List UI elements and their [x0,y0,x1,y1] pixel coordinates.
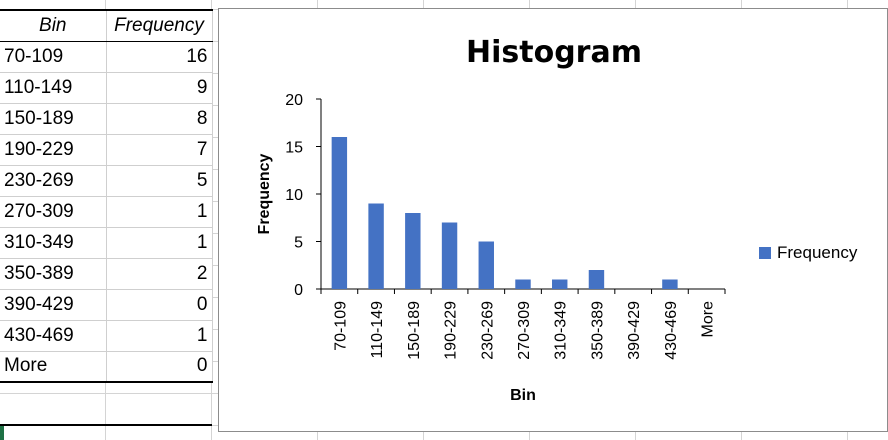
frequency-table: Bin Frequency 70-109 16 110-149 9 150-18… [0,9,213,383]
frequency-cell[interactable]: 1 [106,320,213,352]
frequency-cell[interactable]: 1 [106,227,213,259]
histogram-bar [331,137,348,289]
histogram-bar [441,222,458,289]
x-axis-title: Bin [510,387,536,404]
frequency-cell[interactable]: 1 [106,196,213,228]
histogram-bar [662,279,678,289]
table-row: 350-389 2 [0,258,213,290]
active-cell-marker [0,426,4,440]
histogram-bar [405,213,421,289]
bin-cell[interactable]: 350-389 [0,258,107,290]
y-tick-label: 15 [285,140,303,157]
x-tick-label: 390-429 [626,301,643,360]
legend-label: Frequency [777,243,858,262]
header-bin[interactable]: Bin [0,9,107,42]
histogram-bar [515,279,531,289]
table-bottom-border [0,424,212,426]
table-row: 270-309 1 [0,196,213,228]
table-row: 310-349 1 [0,227,213,259]
frequency-cell[interactable]: 5 [106,165,213,197]
frequency-cell[interactable]: 7 [106,134,213,166]
x-tick-label: 230-269 [479,301,496,360]
table-row: 110-149 9 [0,72,213,104]
frequency-cell[interactable]: 16 [106,41,213,73]
frequency-cell[interactable]: 2 [106,258,213,290]
bin-cell[interactable]: 190-229 [0,134,107,166]
chart-title: Histogram [466,35,642,70]
x-tick-label: More [700,301,717,338]
y-tick-label: 10 [285,187,303,204]
bin-cell[interactable]: 70-109 [0,41,107,73]
table-row: 230-269 5 [0,165,213,197]
table-row: 70-109 16 [0,41,213,73]
histogram-chart[interactable]: Histogram 0 5 10 15 20 70-109 110-149 150-189 19… [218,8,888,432]
bin-cell[interactable]: 270-309 [0,196,107,228]
y-tick-label: 0 [294,282,303,299]
x-tick-label: 430-469 [663,301,680,360]
table-row: More 0 [0,351,213,383]
x-tick-label: 110-149 [369,301,386,359]
bin-cell[interactable]: 310-349 [0,227,107,259]
histogram-bar [368,203,384,289]
x-tick-label: 150-189 [406,301,423,360]
y-tick-label: 20 [285,92,303,109]
bin-cell[interactable]: 230-269 [0,165,107,197]
bin-cell[interactable]: 150-189 [0,103,107,135]
header-frequency[interactable]: Frequency [106,9,213,42]
x-tick-label: 350-389 [589,301,606,360]
histogram-bar [478,241,494,289]
table-row: 150-189 8 [0,103,213,135]
histogram-bar [588,270,605,289]
bin-cell[interactable]: 110-149 [0,72,107,104]
legend-swatch [759,247,771,259]
x-tick-label: 270-309 [516,301,533,360]
frequency-cell[interactable]: 9 [106,72,213,104]
frequency-cell[interactable]: 0 [106,289,213,321]
frequency-cell[interactable]: 0 [106,351,213,383]
table-row: 190-229 7 [0,134,213,166]
frequency-cell[interactable]: 8 [106,103,213,135]
y-tick-label: 5 [294,235,303,252]
histogram-bar [552,279,568,289]
bin-cell[interactable]: More [0,351,107,383]
x-tick-label: 310-349 [553,301,570,360]
bin-cell[interactable]: 390-429 [0,289,107,321]
x-tick-label: 190-229 [443,301,460,360]
chart-plot-area: 0 5 10 15 20 70-109 110-149 150-189 190-229 230-2… [256,92,726,404]
chart-legend: Frequency [759,243,857,263]
table-row: 430-469 1 [0,320,213,352]
bin-cell[interactable]: 430-469 [0,320,107,352]
table-row: 390-429 0 [0,289,213,321]
y-axis-title: Frequency [256,153,273,234]
x-tick-label: 70-109 [332,301,349,351]
